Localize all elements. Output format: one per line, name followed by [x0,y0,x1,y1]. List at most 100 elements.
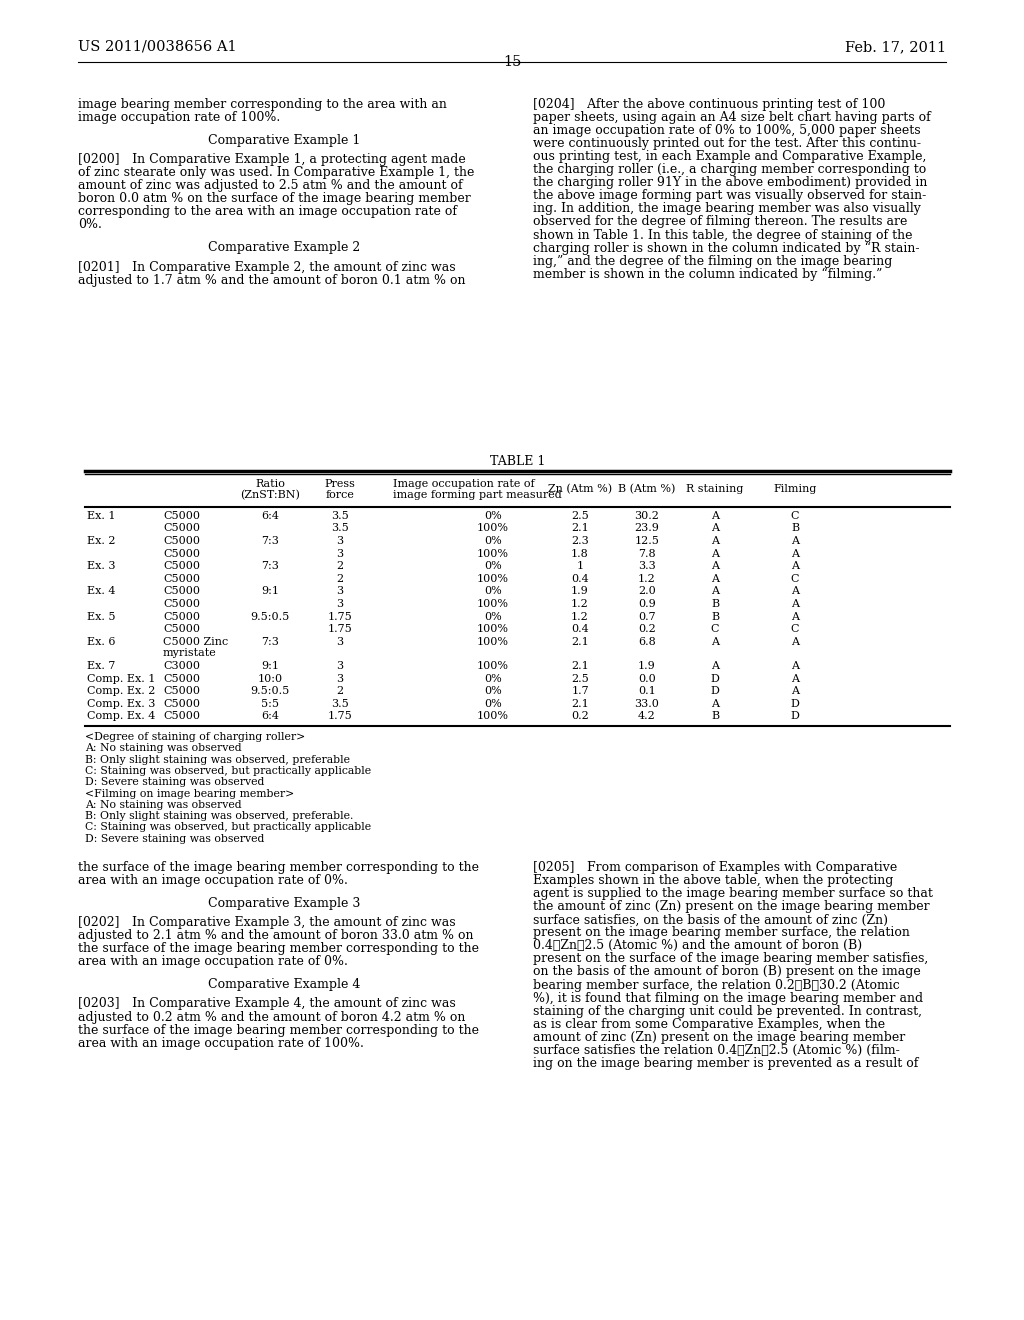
Text: 2.3: 2.3 [571,536,589,546]
Text: A: A [711,511,719,521]
Text: 2.5: 2.5 [571,673,589,684]
Text: 3.5: 3.5 [331,524,349,533]
Text: 3.3: 3.3 [638,561,656,572]
Text: [0205] From comparison of Examples with Comparative: [0205] From comparison of Examples with … [534,861,897,874]
Text: an image occupation rate of 0% to 100%, 5,000 paper sheets: an image occupation rate of 0% to 100%, … [534,124,921,137]
Text: A: A [711,536,719,546]
Text: A: A [791,611,799,622]
Text: adjusted to 1.7 atm % and the amount of boron 0.1 atm % on: adjusted to 1.7 atm % and the amount of … [78,273,466,286]
Text: present on the surface of the image bearing member satisfies,: present on the surface of the image bear… [534,953,928,965]
Text: charging roller is shown in the column indicated by “R stain-: charging roller is shown in the column i… [534,242,920,255]
Text: amount of zinc was adjusted to 2.5 atm % and the amount of: amount of zinc was adjusted to 2.5 atm %… [78,180,463,193]
Text: 0.4: 0.4 [571,624,589,634]
Text: Comp. Ex. 3: Comp. Ex. 3 [87,698,156,709]
Text: A: A [711,524,719,533]
Text: member is shown in the column indicated by “filming.”: member is shown in the column indicated … [534,268,883,281]
Text: 1.2: 1.2 [638,574,656,583]
Text: B (Atm %): B (Atm %) [618,484,676,495]
Text: C5000: C5000 [163,624,200,634]
Text: 2.1: 2.1 [571,524,589,533]
Text: amount of zinc (Zn) present on the image bearing member: amount of zinc (Zn) present on the image… [534,1031,905,1044]
Text: 7:3: 7:3 [261,561,279,572]
Text: area with an image occupation rate of 0%.: area with an image occupation rate of 0%… [78,874,348,887]
Text: A: A [791,536,799,546]
Text: 10:0: 10:0 [257,673,283,684]
Text: 5:5: 5:5 [261,698,279,709]
Text: surface satisfies, on the basis of the amount of zinc (Zn): surface satisfies, on the basis of the a… [534,913,888,927]
Text: A: A [791,561,799,572]
Text: B: B [711,599,719,609]
Text: 2.0: 2.0 [638,586,656,597]
Text: 3: 3 [337,536,344,546]
Text: C5000: C5000 [163,524,200,533]
Text: Ex. 6: Ex. 6 [87,636,116,647]
Text: %), it is found that filming on the image bearing member and: %), it is found that filming on the imag… [534,991,923,1005]
Text: Examples shown in the above table, when the protecting: Examples shown in the above table, when … [534,874,893,887]
Text: corresponding to the area with an image occupation rate of: corresponding to the area with an image … [78,206,457,218]
Text: [0200] In Comparative Example 1, a protecting agent made: [0200] In Comparative Example 1, a prote… [78,153,466,166]
Text: 100%: 100% [477,636,509,647]
Text: Ratio: Ratio [255,479,285,488]
Text: myristate: myristate [163,648,217,659]
Text: A: A [791,686,799,696]
Text: 0.1: 0.1 [638,686,656,696]
Text: (ZnST:BN): (ZnST:BN) [240,490,300,500]
Text: C5000: C5000 [163,686,200,696]
Text: image occupation rate of 100%.: image occupation rate of 100%. [78,111,281,124]
Text: Feb. 17, 2011: Feb. 17, 2011 [845,40,946,54]
Text: 9.5:0.5: 9.5:0.5 [251,611,290,622]
Text: R staining: R staining [686,484,743,495]
Text: C: C [791,511,800,521]
Text: 0.7: 0.7 [638,611,655,622]
Text: Comparative Example 4: Comparative Example 4 [208,978,360,991]
Text: 1.9: 1.9 [638,661,656,671]
Text: <Degree of staining of charging roller>: <Degree of staining of charging roller> [85,733,305,742]
Text: 0%: 0% [484,586,502,597]
Text: C5000: C5000 [163,711,200,722]
Text: D: Severe staining was observed: D: Severe staining was observed [85,777,264,787]
Text: C5000: C5000 [163,673,200,684]
Text: 0%: 0% [484,611,502,622]
Text: C5000: C5000 [163,511,200,521]
Text: 33.0: 33.0 [635,698,659,709]
Text: surface satisfies the relation 0.4≦Zn≦2.5 (Atomic %) (film-: surface satisfies the relation 0.4≦Zn≦2.… [534,1044,900,1057]
Text: on the basis of the amount of boron (B) present on the image: on the basis of the amount of boron (B) … [534,965,921,978]
Text: A: A [791,661,799,671]
Text: Comparative Example 3: Comparative Example 3 [208,898,360,911]
Text: A: A [711,586,719,597]
Text: C5000: C5000 [163,698,200,709]
Text: adjusted to 2.1 atm % and the amount of boron 33.0 atm % on: adjusted to 2.1 atm % and the amount of … [78,929,473,942]
Text: 1.75: 1.75 [328,624,352,634]
Text: image bearing member corresponding to the area with an: image bearing member corresponding to th… [78,98,446,111]
Text: the charging roller 91Y in the above embodiment) provided in: the charging roller 91Y in the above emb… [534,177,928,189]
Text: force: force [326,490,354,500]
Text: Zn (Atm %): Zn (Atm %) [548,484,612,495]
Text: 6.8: 6.8 [638,636,656,647]
Text: C5000: C5000 [163,611,200,622]
Text: 3: 3 [337,599,344,609]
Text: Ex. 7: Ex. 7 [87,661,116,671]
Text: 1.75: 1.75 [328,711,352,722]
Text: C5000: C5000 [163,574,200,583]
Text: 2.5: 2.5 [571,511,589,521]
Text: C5000: C5000 [163,586,200,597]
Text: 6:4: 6:4 [261,711,279,722]
Text: 3: 3 [337,673,344,684]
Text: present on the image bearing member surface, the relation: present on the image bearing member surf… [534,927,910,940]
Text: [0202] In Comparative Example 3, the amount of zinc was: [0202] In Comparative Example 3, the amo… [78,916,456,929]
Text: TABLE 1: TABLE 1 [489,455,545,469]
Text: 100%: 100% [477,599,509,609]
Text: 0%: 0% [484,673,502,684]
Text: the amount of zinc (Zn) present on the image bearing member: the amount of zinc (Zn) present on the i… [534,900,930,913]
Text: A: A [711,549,719,558]
Text: A: No staining was observed: A: No staining was observed [85,743,242,754]
Text: A: A [711,661,719,671]
Text: 0.4: 0.4 [571,574,589,583]
Text: 0%.: 0%. [78,218,101,231]
Text: 12.5: 12.5 [635,536,659,546]
Text: B: Only slight staining was observed, preferable: B: Only slight staining was observed, pr… [85,755,350,764]
Text: A: A [791,673,799,684]
Text: 0.2: 0.2 [571,711,589,722]
Text: paper sheets, using again an A4 size belt chart having parts of: paper sheets, using again an A4 size bel… [534,111,931,124]
Text: A: No staining was observed: A: No staining was observed [85,800,242,810]
